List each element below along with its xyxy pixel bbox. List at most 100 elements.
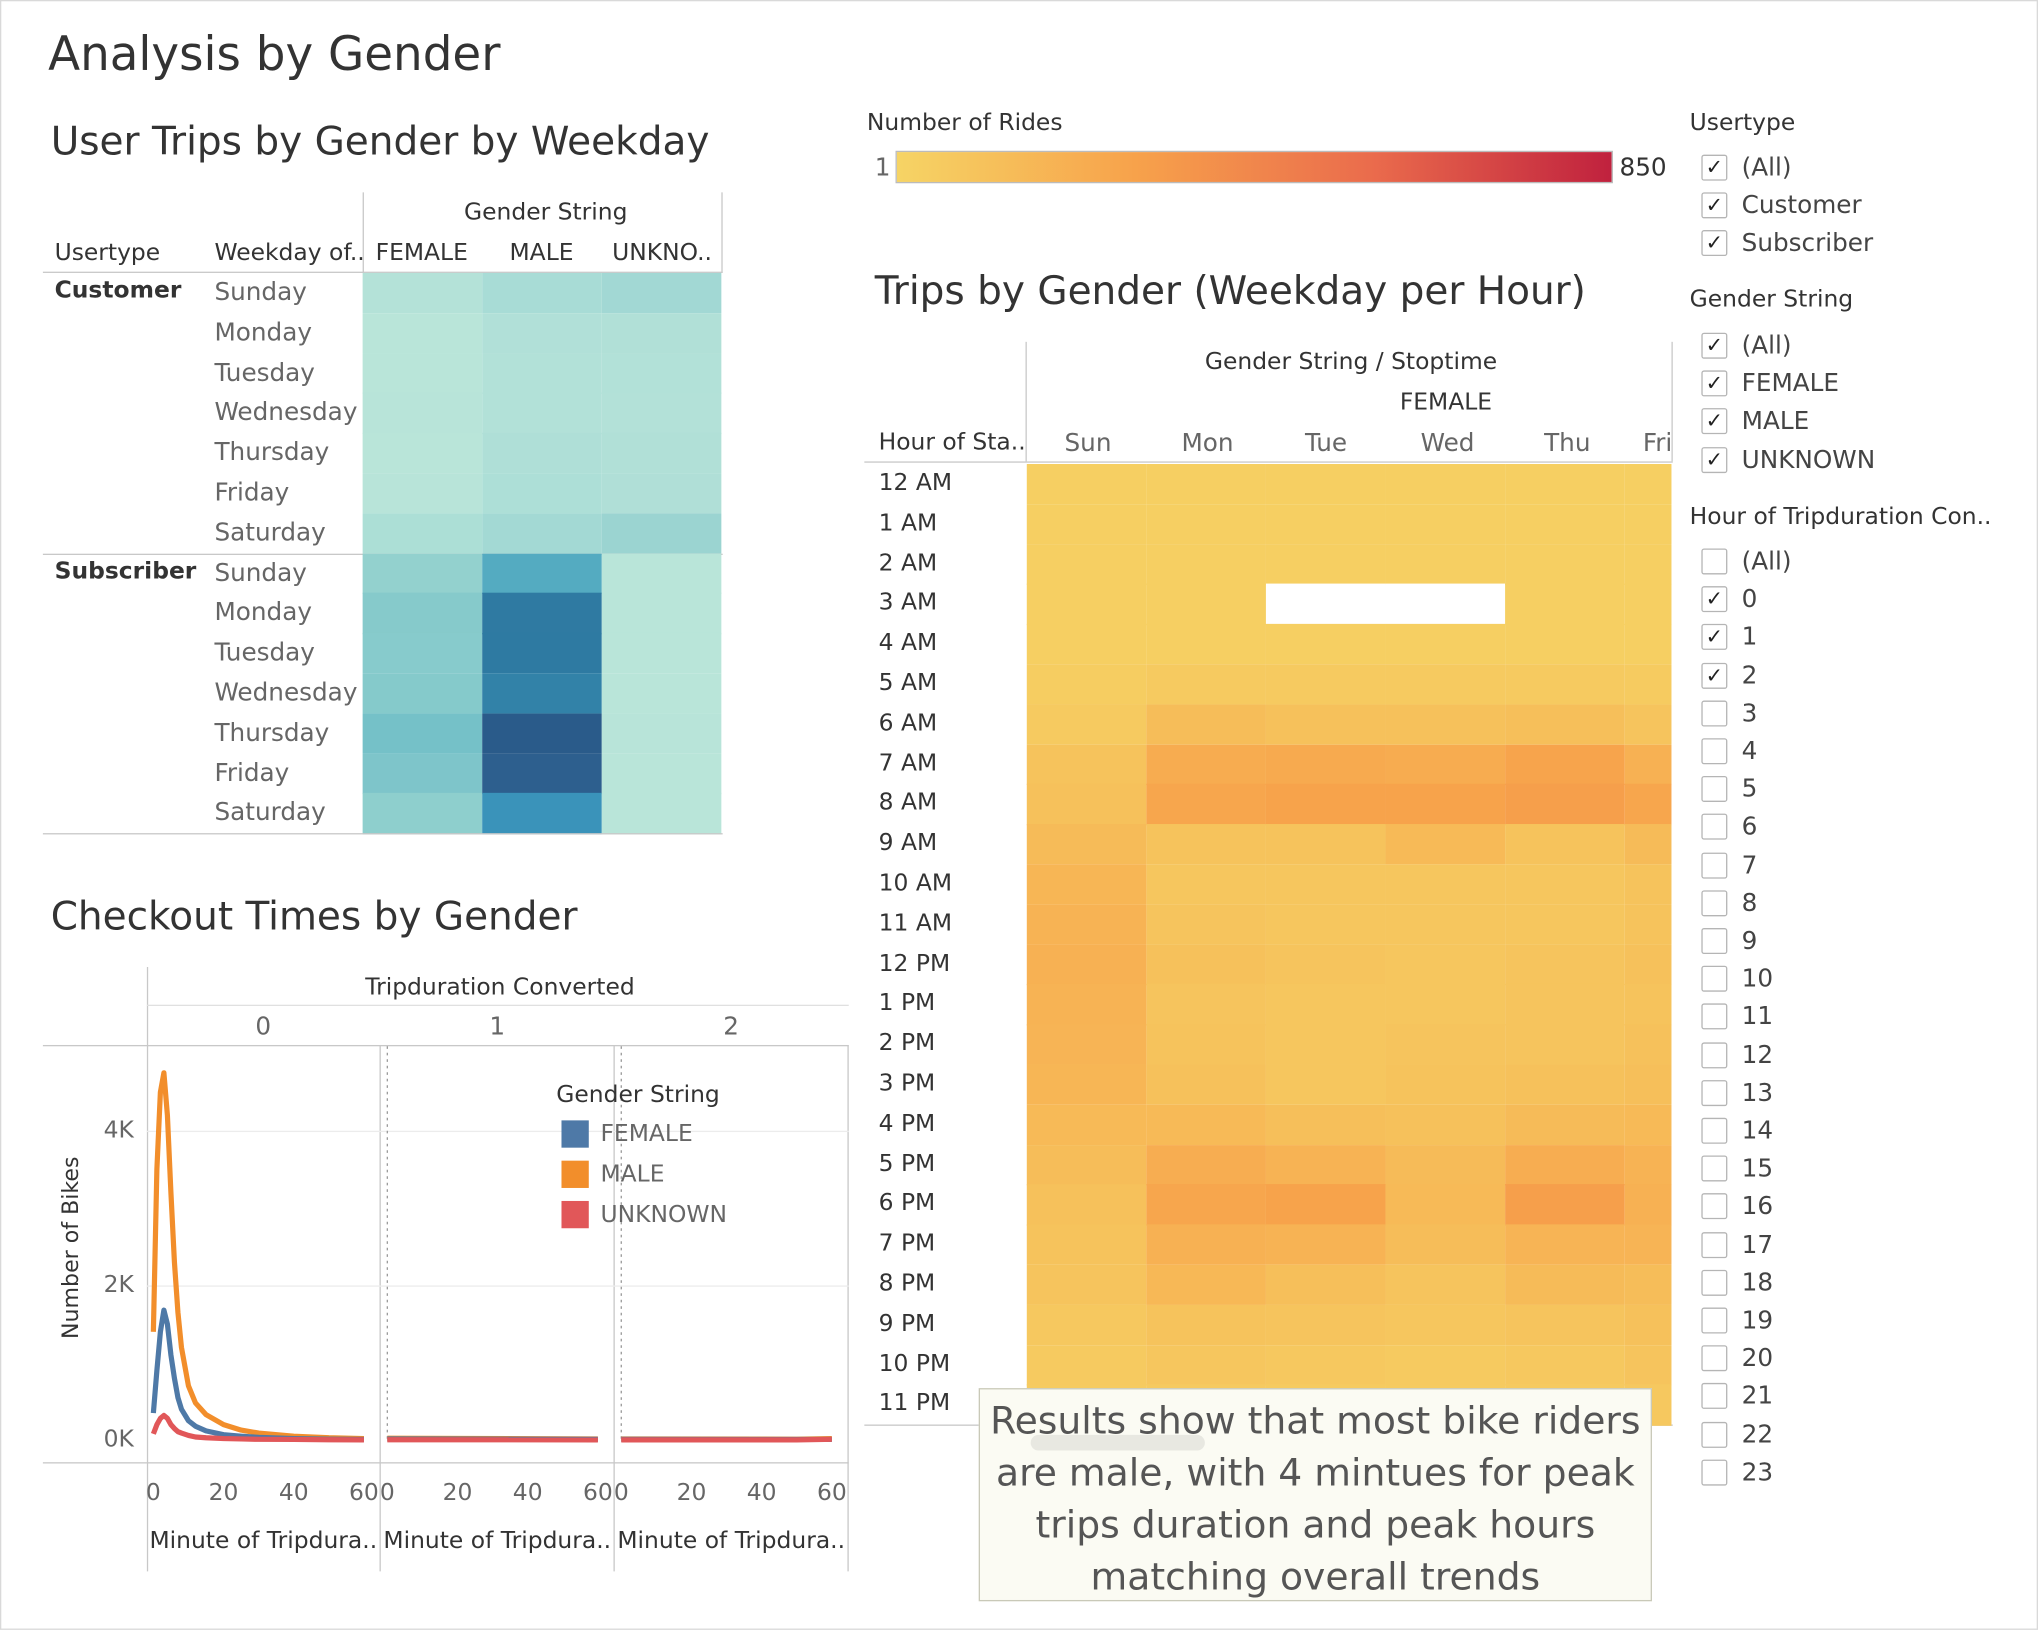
checkbox-empty-icon[interactable] — [1701, 852, 1728, 879]
filter-option-label[interactable]: 23 — [1741, 1458, 1774, 1487]
heatmap-cell[interactable] — [1146, 1304, 1266, 1346]
heatmap-cell[interactable] — [601, 713, 722, 754]
filter-option-label[interactable]: FEMALE — [1741, 369, 1840, 398]
heatmap-cell[interactable] — [1146, 1064, 1266, 1106]
heatmap-cell[interactable] — [1505, 1184, 1625, 1226]
heatmap-cell[interactable] — [1026, 824, 1147, 865]
hour-filter-option[interactable]: (All) — [1701, 547, 1792, 576]
heatmap-cell[interactable] — [1265, 1104, 1386, 1146]
hour-filter-option[interactable]: 23 — [1701, 1458, 1773, 1487]
heatmap-cell[interactable] — [601, 272, 722, 314]
checkbox-empty-icon[interactable] — [1701, 965, 1728, 992]
filter-option-label[interactable]: 15 — [1741, 1154, 1774, 1184]
heatmap-cell[interactable] — [1265, 1224, 1386, 1266]
filter-option-label[interactable]: 1 — [1741, 623, 1758, 652]
checkbox-checked-icon[interactable]: ✓ — [1701, 662, 1728, 689]
heatmap-cell[interactable] — [1026, 1304, 1147, 1346]
heatmap-cell[interactable] — [1505, 904, 1625, 946]
heatmap-cell[interactable] — [1624, 584, 1672, 625]
heatmap-cell[interactable] — [1385, 1184, 1506, 1226]
heatmap-cell[interactable] — [1026, 584, 1147, 625]
checkbox-empty-icon[interactable] — [1701, 1459, 1728, 1486]
hour-filter-option[interactable]: 21 — [1701, 1382, 1773, 1411]
checkbox-empty-icon[interactable] — [1701, 1041, 1728, 1068]
heatmap-cell[interactable] — [362, 312, 483, 354]
usertype-filter-option[interactable]: ✓ Subscriber — [1701, 229, 1873, 258]
heatmap-cell[interactable] — [601, 513, 722, 554]
heatmap-cell[interactable] — [1505, 584, 1625, 625]
heatmap-cell[interactable] — [1385, 744, 1506, 785]
heatmap-cell[interactable] — [1265, 624, 1386, 665]
filter-option-label[interactable]: UNKNOWN — [1741, 445, 1876, 474]
heatmap-cell[interactable] — [1385, 464, 1506, 505]
heatmap-cell[interactable] — [1624, 1344, 1672, 1386]
legend-swatch[interactable] — [561, 1200, 589, 1229]
heatmap-cell[interactable] — [362, 673, 483, 714]
usertype-filter-option[interactable]: ✓ (All) — [1701, 153, 1792, 182]
checkbox-checked-icon[interactable]: ✓ — [1701, 446, 1728, 473]
heatmap-cell[interactable] — [1505, 1064, 1625, 1106]
heatmap-cell[interactable] — [1624, 904, 1672, 946]
checkbox-empty-icon[interactable] — [1701, 1421, 1728, 1448]
heatmap-cell[interactable] — [1624, 864, 1672, 906]
heatmap-cell[interactable] — [1265, 1184, 1386, 1226]
checkbox-checked-icon[interactable]: ✓ — [1701, 192, 1728, 219]
heatmap-cell[interactable] — [362, 433, 483, 474]
heatmap-cell[interactable] — [1624, 1024, 1672, 1066]
hour-filter-option[interactable]: 15 — [1701, 1154, 1773, 1183]
heatmap-cell[interactable] — [1505, 1344, 1625, 1386]
heatmap-cell[interactable] — [1505, 944, 1625, 986]
heatmap-cell[interactable] — [1026, 1184, 1147, 1226]
heatmap-cell[interactable] — [482, 433, 602, 474]
heatmap-cell[interactable] — [1265, 744, 1386, 785]
filter-option-label[interactable]: (All) — [1741, 547, 1792, 576]
heatmap-cell[interactable] — [1385, 504, 1506, 545]
checkbox-checked-icon[interactable]: ✓ — [1701, 154, 1728, 181]
heatmap-cell[interactable] — [1146, 944, 1266, 986]
heatmap-cell[interactable] — [1146, 464, 1266, 505]
checkbox-empty-icon[interactable] — [1701, 1307, 1728, 1334]
heatmap-cell[interactable] — [1265, 1144, 1386, 1186]
heatmap-cell[interactable] — [1026, 704, 1147, 745]
note-drag-handle[interactable] — [1030, 1434, 1205, 1451]
filter-option-label[interactable]: 0 — [1741, 585, 1758, 614]
heatmap-cell[interactable] — [601, 633, 722, 674]
checkbox-empty-icon[interactable] — [1701, 890, 1728, 917]
heatmap-cell[interactable] — [1505, 824, 1625, 865]
hour-filter-option[interactable]: 8 — [1701, 889, 1757, 917]
heatmap-cell[interactable] — [1624, 784, 1672, 825]
heatmap-cell[interactable] — [1385, 824, 1506, 865]
checkbox-empty-icon[interactable] — [1701, 1117, 1728, 1144]
heatmap-cell[interactable] — [482, 793, 602, 835]
heatmap-cell[interactable] — [601, 353, 722, 394]
heatmap-cell[interactable] — [1624, 504, 1672, 545]
heatmap-cell[interactable] — [1385, 904, 1506, 946]
heatmap-cell[interactable] — [1026, 1064, 1147, 1106]
heatmap-cell[interactable] — [482, 673, 602, 714]
hour-filter-option[interactable]: 3 — [1701, 699, 1757, 728]
filter-option-label[interactable]: 2 — [1741, 661, 1758, 690]
heatmap-cell[interactable] — [1624, 944, 1672, 986]
heatmap-cell[interactable] — [1624, 744, 1672, 785]
heatmap-cell[interactable] — [482, 393, 602, 434]
heatmap-cell[interactable] — [1624, 664, 1672, 705]
filter-option-label[interactable]: Subscriber — [1741, 229, 1874, 258]
heatmap-cell[interactable] — [1385, 864, 1506, 906]
checkbox-checked-icon[interactable]: ✓ — [1701, 332, 1728, 359]
checkbox-empty-icon[interactable] — [1701, 1079, 1728, 1106]
gender-filter-option[interactable]: ✓ FEMALE — [1701, 369, 1839, 398]
hour-filter-option[interactable]: 14 — [1701, 1116, 1773, 1145]
hour-filter-option[interactable]: 19 — [1701, 1306, 1773, 1335]
heatmap-cell[interactable] — [362, 713, 483, 754]
heatmap-cell[interactable] — [1265, 1064, 1386, 1106]
filter-option-label[interactable]: 20 — [1741, 1344, 1774, 1373]
hour-filter-option[interactable]: ✓ 0 — [1701, 585, 1757, 614]
heatmap-cell[interactable] — [1146, 744, 1266, 785]
heatmap-cell[interactable] — [1146, 1224, 1266, 1266]
hour-filter-option[interactable]: 16 — [1701, 1192, 1773, 1221]
heatmap-cell[interactable] — [1146, 904, 1266, 946]
gender-filter-option[interactable]: ✓ UNKNOWN — [1701, 445, 1875, 474]
heatmap-cell[interactable] — [1026, 784, 1147, 825]
heatmap-cell[interactable] — [1505, 1104, 1625, 1146]
hour-filter-option[interactable]: 10 — [1701, 965, 1773, 993]
